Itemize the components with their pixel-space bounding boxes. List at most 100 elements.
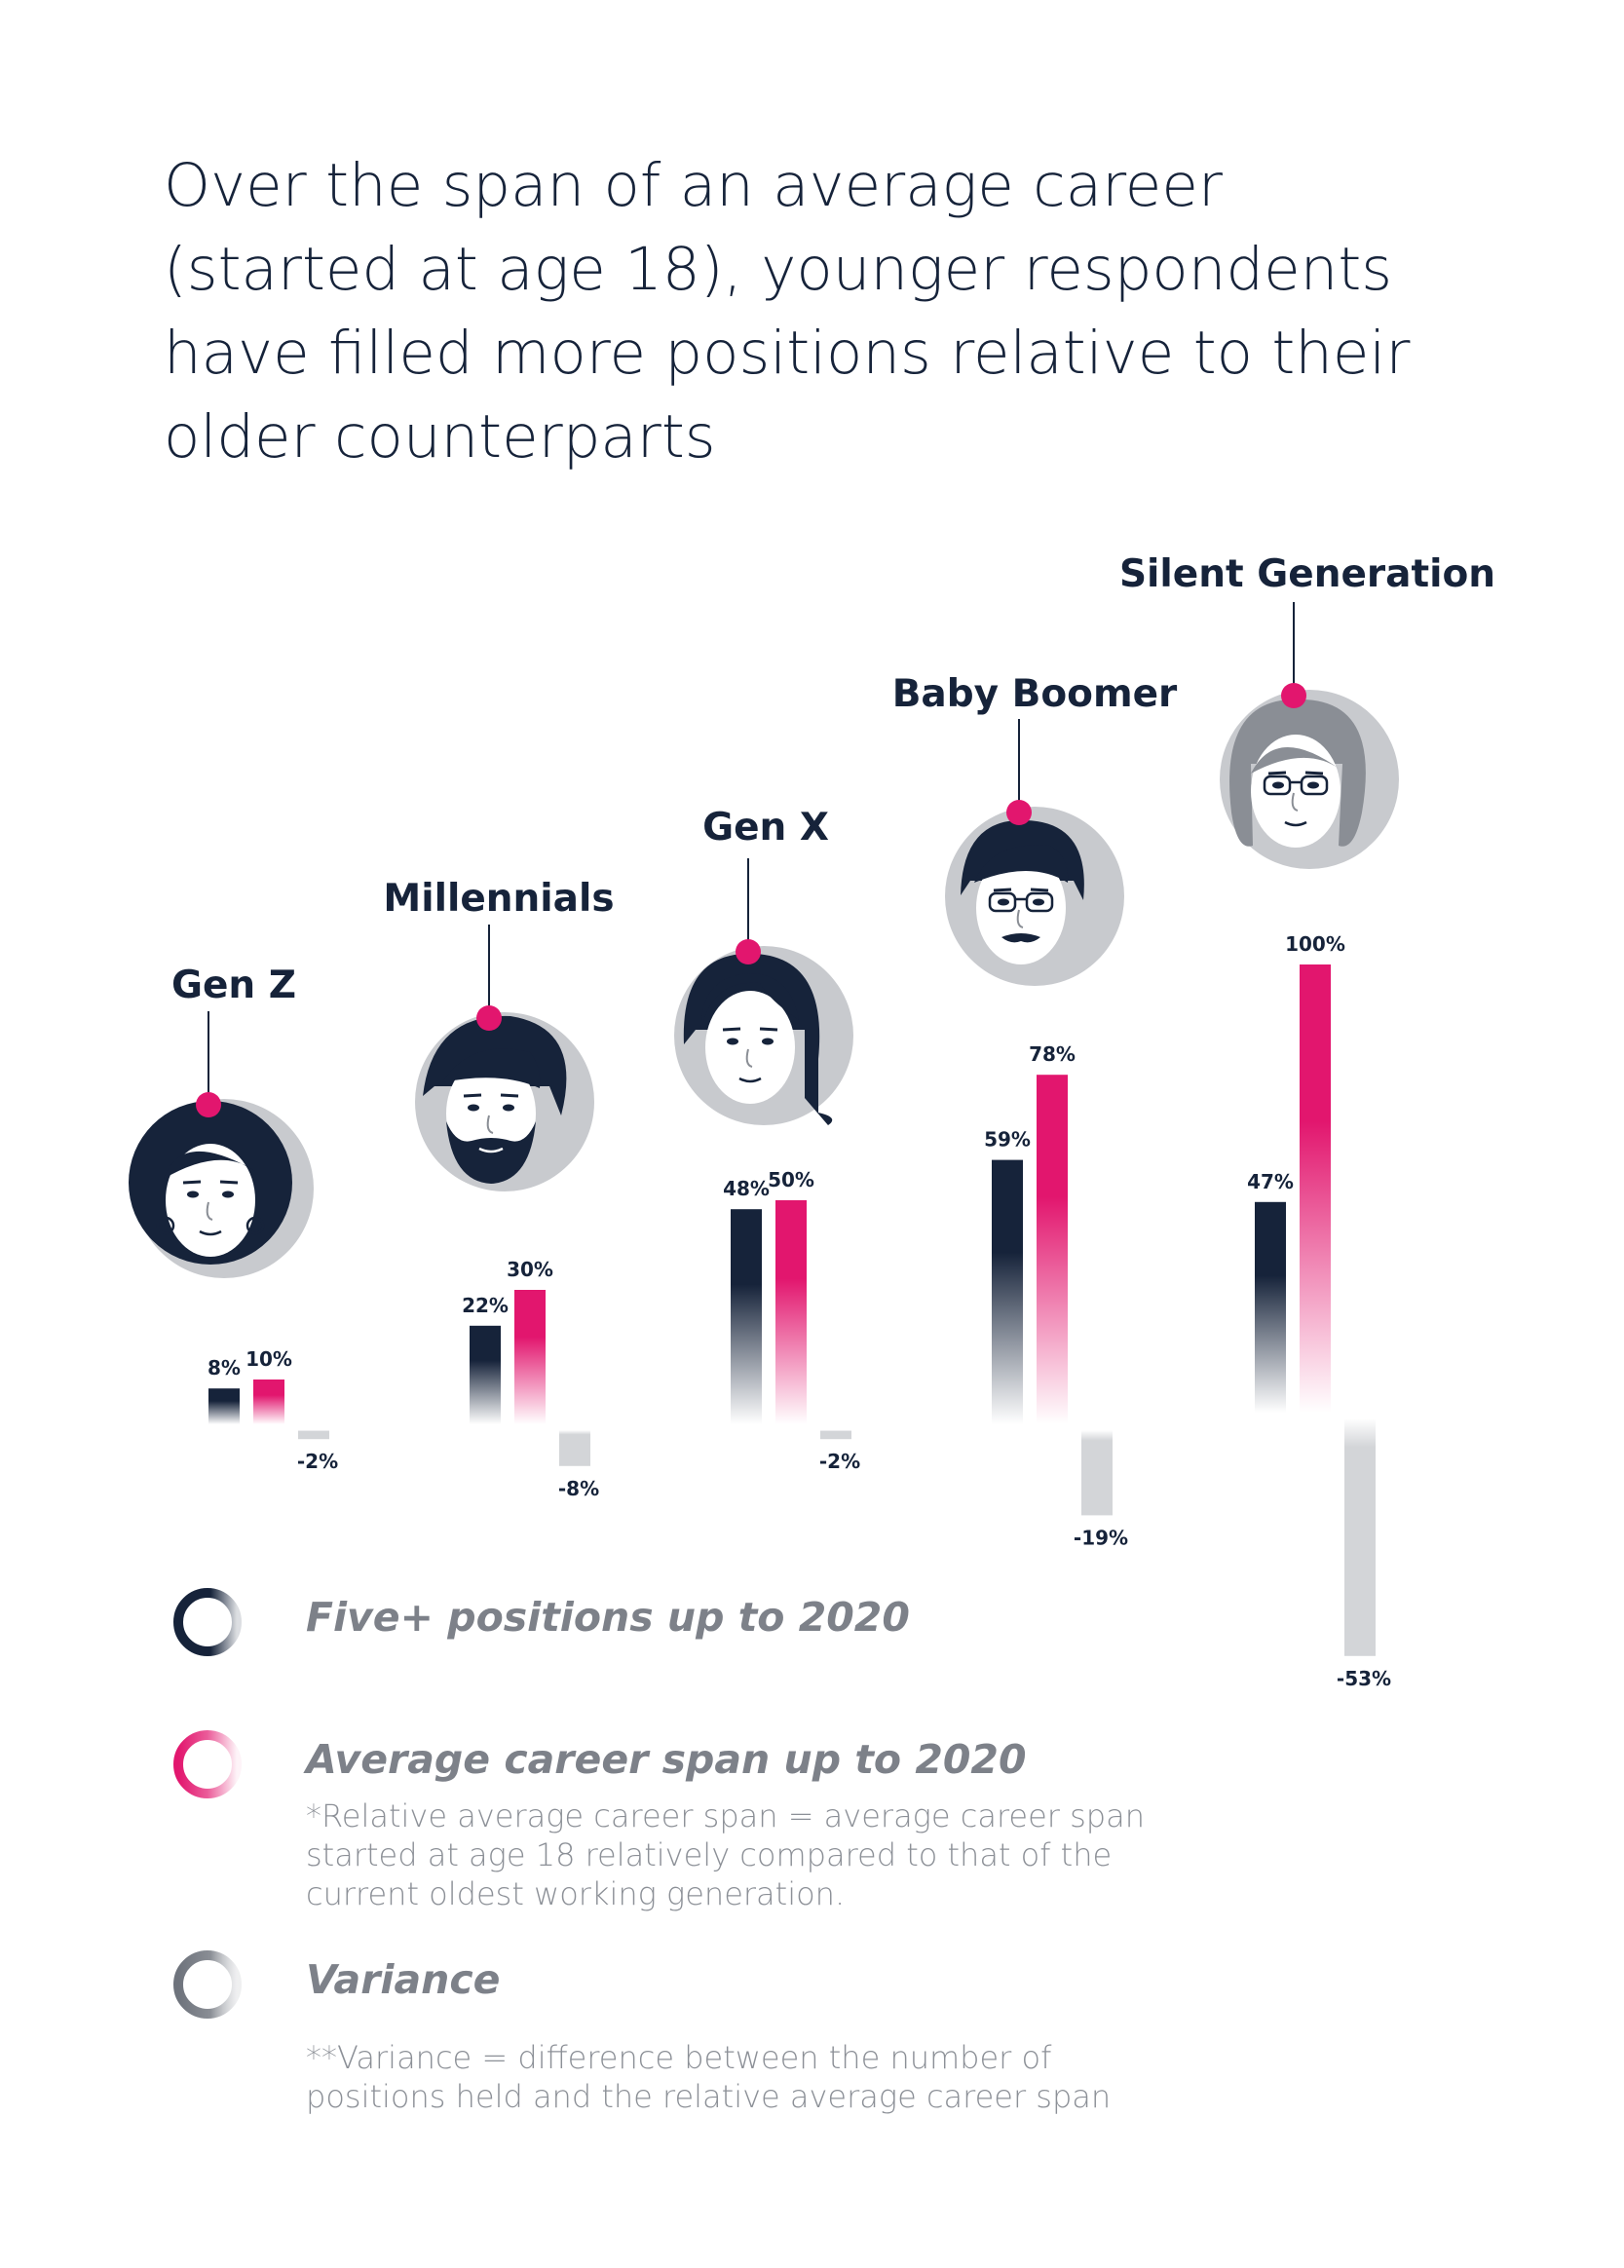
fringe-shape <box>1251 746 1341 774</box>
curly-hair-woman-icon <box>129 1011 314 1278</box>
fringe-shape <box>974 845 1069 883</box>
bearded-man-icon <box>415 925 594 1191</box>
fringe-shape <box>442 1048 541 1088</box>
data-label-positions: 59% <box>984 1128 1031 1152</box>
brow-right <box>1030 888 1049 892</box>
bar-positions <box>1255 1201 1286 1413</box>
glasses-lens-left <box>988 891 1017 913</box>
brow-right <box>219 1180 239 1185</box>
legend-note-variance: **Variance = difference between the numb… <box>306 2039 1112 2115</box>
hair-shape <box>1229 699 1366 847</box>
earring-left <box>156 1216 175 1235</box>
mouth <box>478 1147 504 1153</box>
page-title: Over the span of an average career (star… <box>164 151 1411 472</box>
pink-dot <box>476 1005 502 1031</box>
eye-right <box>1033 898 1044 906</box>
eye-left <box>1272 781 1284 789</box>
bar-group-3: 59% 78% -19% Baby Boomer <box>892 672 1178 1549</box>
dark-ring-icon <box>173 1588 242 1656</box>
eye-right <box>1307 781 1319 789</box>
mustache-man-glasses-icon <box>945 719 1124 986</box>
mustache-shape <box>1001 933 1040 943</box>
category-label: Gen Z <box>171 964 296 1007</box>
bar-variance <box>298 1430 329 1440</box>
data-label-positions: 48% <box>723 1177 770 1200</box>
brow-left <box>722 1027 741 1032</box>
brow-left <box>993 888 1012 892</box>
bar-positions <box>992 1159 1023 1424</box>
bar-variance <box>1081 1430 1113 1516</box>
pink-dot <box>736 939 761 964</box>
legend-title-variance: Variance <box>306 1956 501 2003</box>
glasses-lens-right <box>1300 775 1329 796</box>
eye-left <box>187 1191 199 1198</box>
data-label-variance: -53% <box>1337 1667 1391 1690</box>
grey-ring-icon <box>173 1950 242 2019</box>
older-woman-glasses-icon <box>1220 602 1399 869</box>
pink-dot <box>196 1092 221 1117</box>
nose <box>1291 792 1299 812</box>
eye-right <box>762 1038 774 1045</box>
eye-left <box>727 1038 738 1045</box>
bar-career-span <box>1037 1075 1068 1424</box>
data-label-variance: -2% <box>819 1450 860 1473</box>
bar-positions <box>731 1209 762 1424</box>
data-label-career-span: 100% <box>1285 932 1345 956</box>
category-label: Gen X <box>702 806 829 850</box>
pink-ring-icon <box>173 1730 242 1798</box>
data-label-positions: 8% <box>208 1356 241 1380</box>
eye-right <box>222 1191 234 1198</box>
category-label: Millennials <box>383 877 614 921</box>
mouth <box>738 1077 762 1083</box>
eye-right <box>503 1104 514 1112</box>
fringe-shape <box>700 973 799 1030</box>
brow-left <box>463 1093 482 1098</box>
data-label-variance: -8% <box>558 1477 599 1500</box>
nose <box>1016 909 1024 928</box>
young-woman-icon <box>674 858 853 1125</box>
mouth <box>1284 820 1307 827</box>
brow-right <box>1304 771 1324 775</box>
bar-career-span <box>253 1380 284 1424</box>
eye-left <box>998 898 1009 906</box>
face <box>166 1144 255 1257</box>
bar-variance <box>559 1430 590 1466</box>
data-label-positions: 22% <box>462 1294 509 1317</box>
bar-positions <box>208 1388 240 1424</box>
hair-shape <box>683 953 833 1125</box>
bar-variance <box>1344 1418 1376 1656</box>
fringe-shape <box>164 1151 255 1179</box>
glasses-lens-left <box>1263 775 1292 796</box>
data-label-variance: -2% <box>297 1450 338 1473</box>
bar-career-span <box>514 1290 546 1424</box>
data-label-career-span: 10% <box>245 1347 292 1371</box>
brow-left <box>1267 771 1287 775</box>
nose <box>745 1048 753 1068</box>
legend-title-career-span: Average career span up to 2020 <box>306 1736 1027 1783</box>
nose <box>206 1201 213 1221</box>
legend-note-career-span: *Relative average career span = average … <box>306 1797 1145 1912</box>
career-chart: 8% 10% -2% Gen Z 22% 30% -8% Millennials 48%50% -… <box>129 552 1495 1690</box>
eye-left <box>468 1104 479 1112</box>
nose <box>486 1115 494 1134</box>
brow-left <box>182 1180 202 1185</box>
data-label-career-span: 30% <box>507 1258 553 1281</box>
data-label-variance: -19% <box>1074 1526 1128 1549</box>
bar-group-1: 22% 30% -8% Millennials <box>383 877 614 1500</box>
bar-variance <box>820 1430 851 1440</box>
pink-dot <box>1006 800 1032 825</box>
bar-positions <box>470 1325 501 1424</box>
data-label-positions: 47% <box>1247 1170 1294 1193</box>
pink-dot <box>1281 683 1306 708</box>
category-label: Baby Boomer <box>892 672 1178 716</box>
face <box>705 991 795 1104</box>
category-label: Silent Generation <box>1119 552 1495 596</box>
bar-group-2: 48%50% -2% Gen X <box>702 806 860 1473</box>
face <box>976 851 1066 964</box>
data-label-career-span: 50% <box>768 1168 814 1191</box>
mouth <box>199 1229 222 1236</box>
brow-right <box>500 1093 519 1098</box>
bar-group-0: 8% 10% -2% Gen Z <box>171 964 338 1473</box>
legend-title-positions: Five+ positions up to 2020 <box>306 1594 910 1641</box>
bar-career-span <box>775 1200 807 1424</box>
